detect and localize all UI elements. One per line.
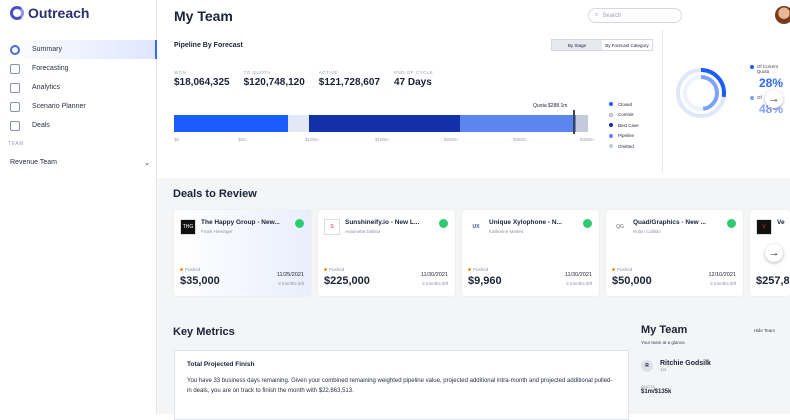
pipeline-legend: Closed Commit Best Case Pipeline Omitted xyxy=(609,99,639,152)
company-logo: S xyxy=(324,219,340,235)
kpi-active: ACTIVE $121,728,607 xyxy=(318,70,380,88)
status-dot-icon xyxy=(583,219,592,228)
avatar: R xyxy=(641,360,653,372)
team-select[interactable]: Revenue Team ⌄ xyxy=(10,159,150,167)
sidebar: Outreach Summary Forecasting Analytics S… xyxy=(0,0,157,414)
page-title: My Team xyxy=(174,8,233,24)
avatar[interactable] xyxy=(775,6,790,24)
team-panel: My Team Hide Team Your team at a glance.… xyxy=(641,324,775,395)
kpi-to-quota: TO QUOTA $120,748,120 xyxy=(243,70,305,88)
status-dot-icon xyxy=(727,219,736,228)
sidebar-item-scenario-planner[interactable]: Scenario Planner xyxy=(0,97,157,116)
company-logo: THG xyxy=(180,219,196,235)
attainment-value-quota: 28% xyxy=(759,76,784,90)
scenario-planner-icon xyxy=(10,101,20,112)
status-dot-icon xyxy=(439,219,448,228)
sidebar-item-forecasting[interactable]: Forecasting xyxy=(0,59,157,78)
team-quota: QUOTA $1m/$135k xyxy=(641,384,672,395)
forecast-toggle: By Stage By Forecast Category xyxy=(551,39,653,51)
deal-card[interactable]: S Sunshineify.io - New L... Antoinette D… xyxy=(318,210,455,296)
pipeline-axis: $0 $5m $100m $150m $200m $250m $300m xyxy=(174,137,594,145)
deal-card[interactable]: QG Quad/Graphics - New ... Robin Callist… xyxy=(606,210,743,296)
donut-arc-other xyxy=(683,75,719,111)
key-metrics-title: Key Metrics xyxy=(173,326,235,338)
toggle-by-stage[interactable]: By Stage xyxy=(552,40,602,50)
divider xyxy=(662,30,663,172)
legend-best-case: Best Case xyxy=(609,120,639,131)
deal-card[interactable]: UX Unique Xylophone - N... Katherine Met… xyxy=(462,210,599,296)
axis-tick: $300m xyxy=(580,137,594,142)
search-icon: ⌕ xyxy=(595,12,599,18)
pipeline-bar xyxy=(174,110,588,134)
sidebar-item-analytics[interactable]: Analytics xyxy=(0,78,157,97)
chevron-down-icon: ⌄ xyxy=(144,160,150,167)
deals-icon xyxy=(10,120,20,131)
hide-team-link[interactable]: Hide Team xyxy=(753,328,775,333)
outreach-logo-icon xyxy=(10,6,24,20)
axis-tick: $250m xyxy=(513,137,527,142)
axis-tick: $150m xyxy=(375,137,389,142)
forecasting-icon xyxy=(10,63,20,74)
company-logo: UX xyxy=(472,224,480,230)
toggle-by-forecast-category[interactable]: By Forecast Category xyxy=(605,42,649,48)
bar-pipeline[interactable] xyxy=(460,110,576,134)
arrow-right-icon: → xyxy=(768,247,780,259)
company-logo: V xyxy=(756,219,772,235)
company-logo: QG xyxy=(616,224,624,230)
team-label: TEAM xyxy=(8,141,24,147)
kpi-won: WON $18,064,325 xyxy=(174,70,230,88)
donut-arc-quota xyxy=(676,68,726,118)
pipeline-title: Pipeline By Forecast xyxy=(174,42,243,49)
sidebar-item-deals[interactable]: Deals xyxy=(0,116,157,135)
legend-closed: Closed xyxy=(609,99,639,110)
deals-next-button[interactable]: → xyxy=(765,244,783,262)
quota-marker-label: Quota $288.1m xyxy=(533,103,568,109)
kpi-end-of-cycle: END OF CYCLE 47 Days xyxy=(393,70,434,88)
lower-section: Deals to Review THG The Happy Group - Ne… xyxy=(157,178,790,420)
arrow-right-icon: → xyxy=(768,93,780,105)
team-member[interactable]: R Ritchie Godsilk 1st xyxy=(641,360,711,372)
main-content: My Team ⌕ Search Pipeline By Forecast By … xyxy=(157,0,790,420)
legend-pipeline: Pipeline xyxy=(609,131,639,142)
axis-tick: $0 xyxy=(174,137,180,142)
bar-omitted[interactable] xyxy=(576,115,588,132)
axis-tick: $100m xyxy=(305,137,319,142)
deals-title: Deals to Review xyxy=(173,188,257,200)
sidebar-item-summary[interactable]: Summary xyxy=(0,40,157,59)
kpi-row: WON $18,064,325 TO QUOTA $120,748,120 ACTI… xyxy=(174,70,447,88)
axis-tick: $5m xyxy=(238,137,247,142)
search-input[interactable]: ⌕ Search xyxy=(588,8,682,23)
bar-commit[interactable] xyxy=(288,115,309,132)
projected-finish-card: Total Projected Finish You have 33 busin… xyxy=(174,350,629,420)
attainment-donut xyxy=(676,68,726,118)
status-dot-icon xyxy=(295,219,304,228)
legend-commit: Commit xyxy=(609,110,639,121)
deal-card[interactable]: V Ve $257,8 xyxy=(750,210,790,296)
summary-icon xyxy=(10,44,20,55)
attainment-legend: Of Current Quota 28% Of 48% xyxy=(750,64,790,121)
deal-card[interactable]: THG The Happy Group - New... Frank Herri… xyxy=(174,210,311,296)
logo[interactable]: Outreach xyxy=(10,5,89,21)
sidebar-nav: Summary Forecasting Analytics Scenario P… xyxy=(0,40,157,135)
next-arrow-button[interactable]: → xyxy=(765,90,783,108)
quota-marker xyxy=(573,110,575,134)
analytics-icon xyxy=(10,82,20,93)
legend-omitted: Omitted xyxy=(609,141,639,152)
axis-tick: $200m xyxy=(444,137,458,142)
bar-closed[interactable] xyxy=(174,115,288,132)
bar-best-case[interactable] xyxy=(309,115,460,132)
deals-carousel: THG The Happy Group - New... Frank Herri… xyxy=(174,210,790,296)
